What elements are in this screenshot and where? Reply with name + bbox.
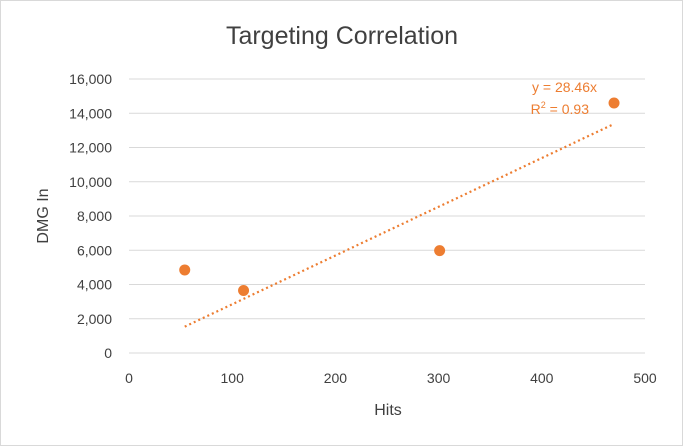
r-squared-value: = 0.93	[546, 101, 589, 117]
x-tick-label: 300	[427, 370, 451, 386]
y-tick-label: 16,000	[69, 71, 112, 87]
trendline-r-squared: R2 = 0.93	[531, 100, 590, 117]
y-tick-label: 8,000	[77, 208, 112, 224]
y-tick-label: 4,000	[77, 277, 112, 293]
r-squared-prefix: R	[531, 101, 541, 117]
data-point	[179, 264, 191, 276]
x-tick-label: 500	[633, 370, 657, 386]
y-tick-label: 14,000	[69, 105, 112, 121]
x-tick-label: 400	[530, 370, 554, 386]
data-points	[179, 97, 620, 296]
chart-title: Targeting Correlation	[226, 22, 458, 50]
y-tick-label: 10,000	[69, 174, 112, 190]
data-point	[608, 97, 620, 109]
gridlines	[129, 78, 645, 354]
x-tick-label: 0	[125, 370, 133, 386]
data-point	[238, 284, 250, 296]
x-axis-label: Hits	[374, 402, 402, 419]
y-tick-label: 6,000	[77, 242, 112, 258]
trendline-layer	[184, 122, 615, 328]
y-tick-label: 0	[104, 345, 112, 361]
x-tick-label: 200	[324, 370, 348, 386]
y-axis-label: DMG In	[35, 188, 52, 243]
y-tick-label: 2,000	[77, 311, 112, 327]
y-axis-ticks: 0 2,000 4,000 6,000 8,000 10,000 12,000 14,000 1…	[69, 71, 112, 361]
x-axis-ticks: 0 100 200 300 400 500	[125, 370, 657, 386]
r-squared-superscript: 2	[541, 100, 546, 110]
y-tick-label: 12,000	[69, 140, 112, 156]
data-point	[434, 245, 446, 257]
x-tick-label: 100	[221, 370, 245, 386]
trendline	[184, 122, 615, 328]
trendline-equation: y = 28.46x	[532, 79, 597, 95]
